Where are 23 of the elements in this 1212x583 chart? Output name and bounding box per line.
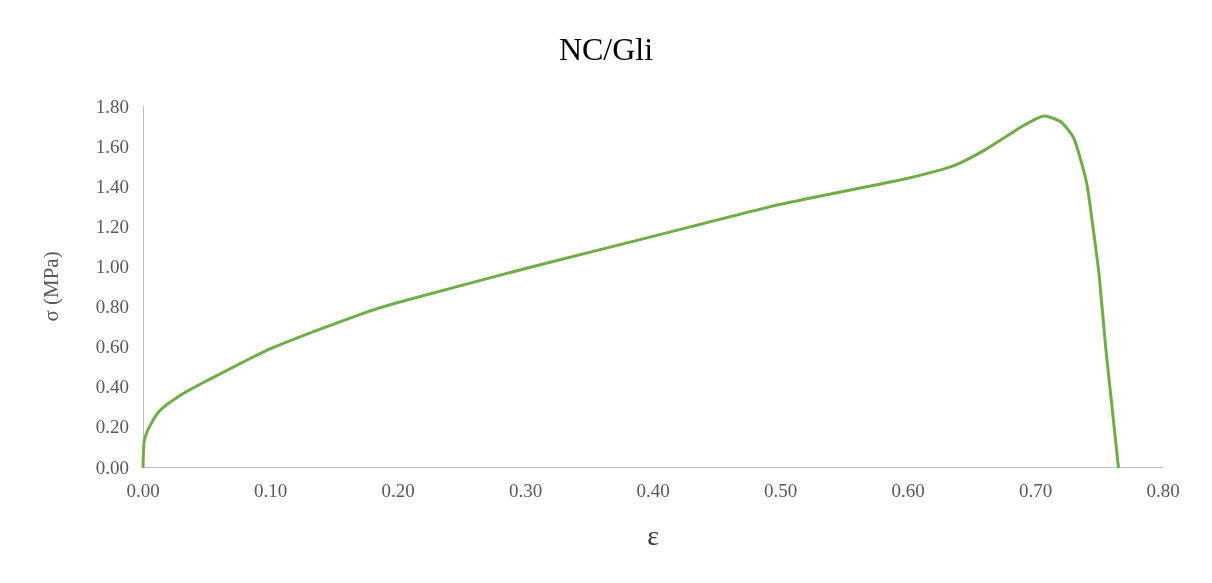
y-tick-label: 0.40 [95, 376, 129, 398]
x-tick-label: 0.60 [891, 480, 925, 501]
y-tick-label: 0.20 [95, 416, 129, 438]
y-tick-label: 1.00 [95, 255, 129, 277]
x-tick-label: 0.30 [508, 480, 543, 501]
x-tick-label: 0.80 [1146, 480, 1180, 501]
x-tick-label: 0.70 [1018, 480, 1053, 501]
y-tick-label: 1.40 [95, 175, 129, 197]
y-tick-label: 1.60 [95, 135, 129, 157]
x-tick-label: 0.20 [381, 480, 415, 501]
y-tick-label: 0.80 [95, 296, 129, 318]
x-axis-title: ε [647, 519, 659, 551]
x-tick-label: 0.40 [636, 480, 670, 501]
y-tick-label: 1.80 [95, 95, 129, 117]
y-tick-label: 0.00 [95, 456, 129, 478]
x-tick-label: 0.00 [126, 480, 160, 501]
y-axis-title: σ (MPa) [38, 251, 63, 322]
x-tick-label: 0.50 [763, 480, 798, 501]
x-tick-label: 0.10 [253, 480, 288, 501]
chart-title: NC/Gli [558, 31, 654, 67]
y-tick-label: 0.60 [95, 336, 129, 358]
y-tick-label: 1.20 [95, 215, 129, 237]
line-series [141, 114, 1120, 469]
